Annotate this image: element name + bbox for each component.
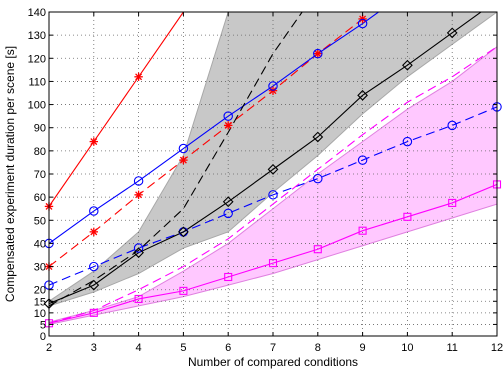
x-tick-label-7: 9: [360, 342, 366, 354]
series-2-marker-2: [133, 176, 144, 186]
series-4-marker-6: [312, 131, 324, 143]
series-4-marker-8: [402, 59, 413, 71]
y-tick-label-13: 110: [28, 76, 46, 88]
x-axis-label: Number of compared conditions: [188, 355, 358, 369]
series-4-marker-2: [133, 247, 144, 259]
series-6-marker-2: [134, 294, 143, 304]
series-line-0: [49, 12, 184, 207]
y-tick-label-7: 50: [34, 215, 46, 227]
series-3-marker-8: [402, 136, 413, 147]
x-tick-label-4: 6: [225, 342, 231, 354]
y-tick-label-1: 5: [40, 319, 46, 331]
series-4-marker-3: [178, 226, 189, 238]
y-tick-label-10: 80: [34, 146, 46, 158]
series-line-7: [49, 46, 497, 324]
series-6-marker-5: [268, 259, 278, 268]
series-3-marker-7: [357, 155, 368, 165]
x-tick-label-0: 2: [46, 342, 52, 354]
series-4-marker-7: [357, 89, 368, 101]
series-6-marker-8: [403, 212, 412, 221]
series-2-marker-6: [313, 48, 323, 59]
y-tick-label-4: 20: [34, 285, 46, 297]
series-3-marker-2: [133, 243, 144, 253]
series-4-marker-5: [267, 163, 279, 175]
series-4-marker-4: [222, 196, 234, 208]
y-tick-label-14: 120: [28, 53, 46, 65]
confidence-band-0: [49, 12, 497, 307]
series-line-3: [49, 106, 497, 286]
series-6-marker-1: [89, 308, 98, 317]
series-line-1: [49, 18, 363, 268]
series-6-marker-3: [179, 286, 188, 295]
y-tick-label-3: 15: [34, 296, 46, 308]
series-line-6: [49, 183, 497, 324]
x-tick-label-2: 4: [136, 342, 142, 354]
series-6-marker-7: [358, 226, 367, 235]
y-tick-label-6: 40: [34, 238, 46, 250]
x-axis-ticks: 2 3 4 5 6 7 8 9 10 11 12: [46, 12, 503, 354]
series-6-marker-6: [313, 245, 322, 254]
series-3-marker-6: [313, 173, 323, 184]
series-markers: [43, 14, 502, 328]
series-1-marker-4: [224, 121, 233, 130]
x-tick-label-3: 5: [180, 342, 186, 354]
series-1-marker-1: [89, 227, 98, 237]
series-2-marker-1: [89, 206, 99, 216]
x-tick-label-9: 11: [446, 342, 457, 354]
series-2-marker-4: [223, 111, 233, 121]
series-line-2: [49, 12, 380, 244]
series-1-marker-6: [313, 49, 322, 58]
series-2-marker-7: [357, 18, 368, 29]
x-tick-label-1: 3: [91, 342, 97, 354]
series-lines: [49, 12, 497, 324]
y-tick-label-5: 30: [34, 262, 46, 274]
y-axis-label: Compensated experiment duration per scen…: [3, 46, 17, 302]
series-6-marker-4: [224, 272, 233, 282]
series-0-marker-1: [89, 137, 98, 146]
series-0-marker-2: [134, 72, 143, 81]
series-3-marker-9: [447, 120, 457, 131]
series-2-marker-3: [178, 143, 189, 154]
y-tick-label-9: 70: [34, 169, 46, 181]
series-1-marker-3: [179, 155, 188, 165]
series-4-marker-1: [88, 279, 100, 291]
x-tick-label-8: 10: [401, 342, 413, 354]
y-tick-label-8: 60: [34, 192, 46, 204]
x-tick-label-6: 8: [315, 342, 321, 354]
series-line-4: [49, 12, 482, 305]
series-2-marker-5: [268, 81, 278, 91]
y-tick-label-2: 10: [34, 308, 46, 320]
series-3-marker-5: [268, 190, 278, 200]
y-tick-label-15: 130: [28, 30, 46, 42]
y-tick-label-12: 100: [28, 100, 46, 112]
y-tick-label-11: 90: [34, 123, 46, 135]
y-tick-label-0: 0: [40, 331, 46, 343]
series-1-marker-2: [134, 190, 143, 200]
series-6-marker-9: [448, 198, 457, 207]
x-tick-label-5: 7: [270, 342, 276, 354]
series-3-marker-1: [89, 261, 99, 272]
x-tick-label-10: 12: [491, 342, 503, 354]
series-3-marker-4: [223, 208, 233, 219]
series-4-marker-9: [446, 27, 458, 39]
y-tick-label-16: 140: [28, 7, 46, 19]
